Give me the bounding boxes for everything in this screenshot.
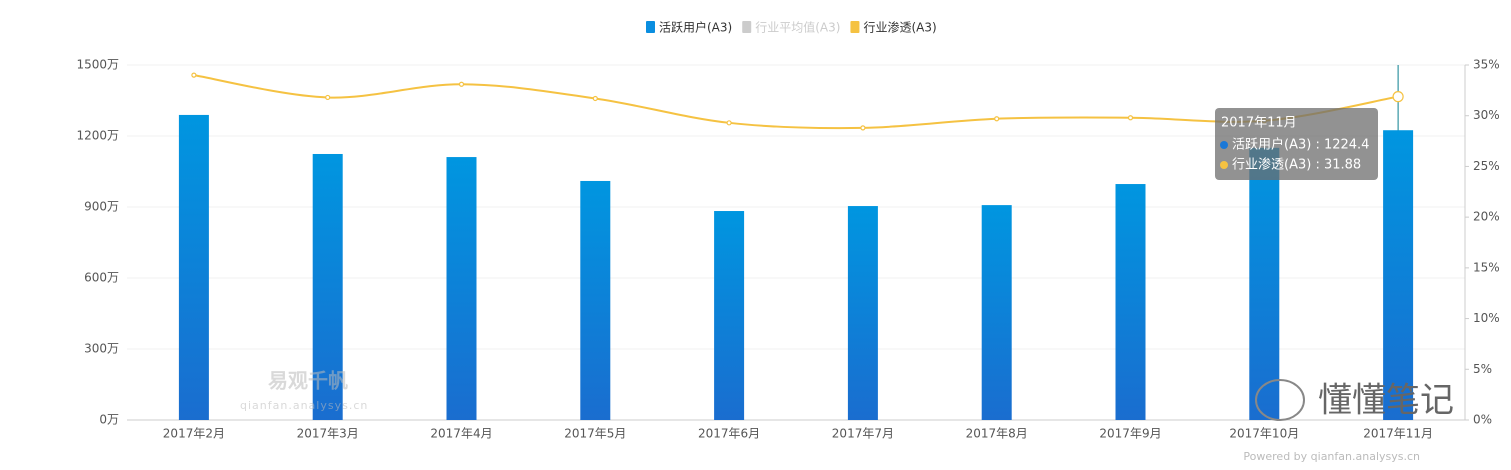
y2-tick-label: 10%	[1473, 311, 1500, 325]
x-tick-label: 2017年3月	[297, 427, 359, 441]
watermark: 易观千帆 qianfan.analysys.cn	[240, 369, 368, 413]
line-point	[458, 81, 465, 87]
x-tick-label: 2017年8月	[966, 427, 1028, 441]
y-tick-label: 1200万	[76, 129, 119, 143]
tooltip-line: 行业渗透(A3) : 31.88	[1232, 158, 1361, 173]
legend-swatch	[850, 21, 860, 33]
x-tick-label: 2017年11月	[1363, 427, 1433, 441]
y2-tick-label: 20%	[1473, 210, 1500, 224]
x-tick-label: 2017年4月	[430, 427, 492, 441]
x-tick-label: 2017年6月	[698, 427, 760, 441]
bar	[847, 206, 878, 420]
y2-tick-label: 15%	[1473, 260, 1500, 274]
y-tick-label: 300万	[84, 342, 119, 356]
bar	[714, 211, 745, 420]
tooltip-dot	[1220, 161, 1228, 169]
bar	[312, 153, 343, 420]
legend-label: 活跃用户(A3)	[659, 20, 732, 35]
x-tick-label: 2017年9月	[1099, 427, 1161, 441]
legend-label: 行业渗透(A3)	[863, 20, 936, 35]
y2-tick-label: 5%	[1473, 362, 1492, 376]
account-name: 懂懂笔记	[1318, 381, 1454, 421]
bar	[981, 205, 1012, 420]
bar	[1115, 184, 1146, 420]
legend-label: 行业平均值(A3)	[755, 20, 840, 35]
line-point	[191, 72, 197, 78]
x-tick-label: 2017年5月	[564, 427, 626, 441]
legend-swatch	[742, 21, 752, 33]
line-point	[1127, 115, 1134, 121]
x-tick-label: 2017年7月	[832, 427, 894, 441]
account-watermark: 懂懂笔记	[1255, 379, 1454, 421]
watermark-url: qianfan.analysys.cn	[240, 399, 368, 412]
y2-tick-label: 35%	[1473, 58, 1500, 72]
bar	[446, 157, 477, 420]
x-tick-label: 2017年10月	[1229, 427, 1299, 441]
x-tick-label: 2017年2月	[163, 427, 225, 441]
bar	[178, 114, 209, 420]
y-tick-label: 1500万	[76, 58, 119, 72]
y2-tick-label: 30%	[1473, 108, 1500, 122]
watermark-brand: 易观千帆	[268, 369, 348, 393]
line-point	[592, 95, 598, 102]
line	[193, 74, 1399, 130]
line-point	[860, 125, 866, 131]
bar	[1249, 147, 1280, 421]
bar	[1383, 130, 1414, 420]
bar	[580, 180, 611, 420]
tooltip-dot	[1220, 141, 1228, 149]
line-point	[325, 94, 331, 101]
grid: 0万 300万 600万 900万 1200万 1500万 0% 5% 10% 15% 20% 25%…	[76, 58, 1499, 441]
tooltip: 2017年11月 活跃用户(A3) : 1224.4 行业渗透(A3) : 31…	[1215, 108, 1378, 180]
y2-tick-label: 0%	[1473, 413, 1492, 427]
line-point	[726, 120, 732, 126]
y2-tick-label: 25%	[1473, 159, 1500, 173]
line-point	[1392, 91, 1404, 103]
powered-by: Powered by qianfan.analysys.cn	[1243, 450, 1420, 463]
line-point	[994, 116, 1000, 122]
legend-swatch	[646, 21, 655, 33]
tooltip-title: 2017年11月	[1221, 116, 1297, 131]
tooltip-box	[1215, 108, 1378, 180]
y-tick-label: 900万	[84, 200, 119, 214]
marks	[178, 65, 1414, 421]
legend: 活跃用户(A3) 行业平均值(A3) 行业渗透(A3)	[646, 20, 937, 35]
tooltip-line: 活跃用户(A3) : 1224.4	[1232, 137, 1369, 153]
y-tick-label: 0万	[99, 413, 119, 427]
y-tick-label: 600万	[84, 271, 119, 285]
